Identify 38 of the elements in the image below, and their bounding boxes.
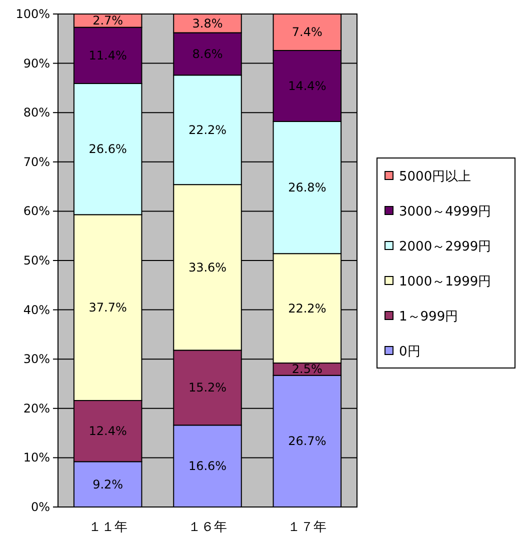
y-tick-label: 70% — [23, 154, 50, 169]
data-label: 26.6% — [88, 142, 127, 156]
data-label: 33.6% — [188, 260, 227, 274]
y-tick-label: 40% — [23, 302, 50, 317]
data-label: 3.8% — [192, 16, 223, 30]
y-tick-label: 100% — [16, 7, 50, 21]
legend-label: 1～999円 — [399, 310, 458, 324]
legend-label: 3000～4999円 — [399, 204, 492, 220]
x-tick-label: １１年 — [88, 520, 128, 535]
y-tick-label: 20% — [23, 401, 50, 416]
data-label: 2.7% — [92, 14, 124, 28]
data-label: 2.5% — [292, 362, 322, 376]
legend-label: 2000～2999円 — [399, 240, 492, 254]
legend-label: 5000円以上 — [399, 170, 472, 184]
data-label: 11.4% — [88, 48, 127, 62]
y-tick-label: 10% — [23, 450, 50, 465]
data-label: 9.2% — [92, 477, 124, 492]
x-tick-label: １７年 — [288, 520, 327, 535]
data-label: 26.8% — [288, 180, 326, 195]
data-label: 16.6% — [188, 459, 227, 474]
y-tick-label: 90% — [23, 56, 50, 70]
data-label: 26.7% — [288, 434, 326, 448]
data-label: 8.6% — [192, 46, 223, 61]
data-label: 12.4% — [88, 424, 127, 438]
legend-label: 0円 — [399, 344, 420, 360]
y-tick-label: 30% — [23, 352, 50, 366]
data-label: 14.4% — [288, 78, 326, 93]
data-label: 15.2% — [188, 380, 227, 395]
data-label: 37.7% — [88, 300, 127, 315]
y-tick-label: 0% — [30, 500, 50, 514]
y-tick-label: 80% — [23, 106, 50, 120]
y-tick-label: 60% — [23, 204, 50, 218]
data-label: 22.2% — [188, 122, 227, 137]
legend-label: 1000～1999円 — [399, 274, 492, 290]
data-label: 22.2% — [288, 301, 326, 316]
x-tick-label: １６年 — [188, 520, 227, 535]
y-tick-label: 50% — [23, 254, 50, 268]
data-label: 7.4% — [292, 25, 322, 40]
